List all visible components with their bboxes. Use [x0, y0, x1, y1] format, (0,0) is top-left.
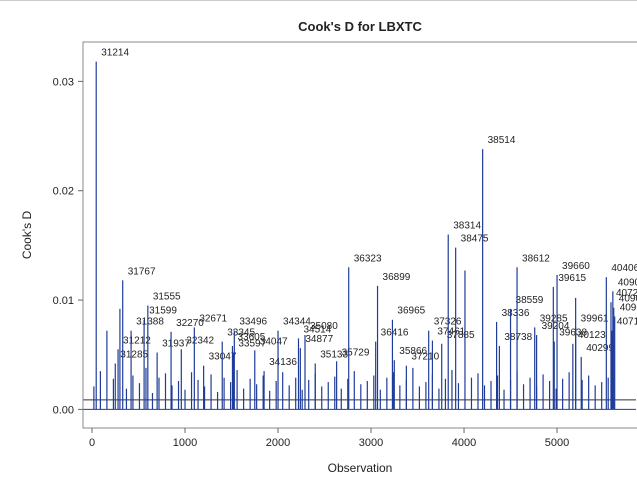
x-tick-label: 5000	[545, 437, 569, 449]
point-label: 31214	[101, 48, 129, 59]
point-label: 35866	[399, 346, 427, 357]
x-tick-label: 1000	[173, 437, 197, 449]
point-label: 40908	[618, 277, 637, 288]
point-label: 36416	[381, 328, 409, 339]
plot-frame	[82, 41, 637, 429]
point-label: 31599	[149, 306, 177, 317]
point-label: 38559	[516, 295, 544, 306]
point-label: 40299	[586, 343, 614, 354]
x-tick-label: 4000	[452, 437, 476, 449]
point-label: 36899	[383, 272, 411, 283]
point-label: 39204	[542, 321, 570, 332]
point-label: 38738	[504, 332, 532, 343]
point-label: 40406	[611, 263, 637, 274]
y-axis-title: Cook's D	[20, 211, 34, 260]
point-label: 40963	[620, 302, 637, 313]
point-label: 34344	[283, 317, 311, 328]
y-tick-label: 0.01	[53, 295, 74, 307]
point-label: 31555	[153, 292, 181, 303]
point-label: 33496	[239, 317, 267, 328]
x-tick-label: 0	[89, 437, 95, 449]
x-tick-label: 3000	[359, 437, 383, 449]
x-tick-label: 2000	[266, 437, 290, 449]
point-label: 31285	[120, 349, 148, 360]
point-label: 34877	[305, 334, 333, 345]
point-label: 35080	[310, 321, 338, 332]
point-label: 36323	[354, 253, 382, 264]
point-label: 37885	[447, 330, 475, 341]
point-label: 39961	[581, 313, 609, 324]
point-label: 38612	[522, 253, 550, 264]
point-label: 33605	[237, 332, 265, 343]
point-label: 32342	[186, 335, 214, 346]
point-label: 31388	[136, 317, 164, 328]
y-tick-label: 0.02	[53, 186, 74, 198]
point-label: 31212	[123, 335, 151, 346]
x-axis-title: Observation	[328, 461, 393, 475]
chart-title: Cook's D for LBXTC	[298, 19, 422, 34]
point-label: 40726	[616, 288, 637, 299]
point-label: 37210	[411, 352, 439, 363]
point-label: 31937	[162, 339, 190, 350]
point-label: 40909	[619, 294, 637, 305]
point-label: 35133	[320, 349, 348, 360]
point-label: 38514	[488, 135, 516, 146]
point-label: 31767	[128, 266, 156, 277]
point-label: 38475	[461, 234, 489, 245]
point-label: 32671	[199, 313, 227, 324]
point-label: 39638	[559, 328, 587, 339]
point-label: 33597	[238, 339, 266, 350]
point-label: 40123	[578, 330, 606, 341]
point-label: 39615	[558, 273, 586, 284]
point-label: 34514	[303, 324, 331, 335]
point-label: 32270	[176, 318, 204, 329]
point-label: 36965	[397, 306, 425, 317]
point-label: 35729	[342, 347, 370, 358]
point-label: 38336	[502, 308, 530, 319]
point-label: 33345	[227, 328, 255, 339]
point-label: 39660	[562, 261, 590, 272]
point-label: 34136	[269, 357, 297, 368]
point-label: 38314	[453, 220, 481, 231]
y-tick-label: 0.03	[53, 76, 74, 88]
point-label: 37461	[437, 327, 465, 338]
y-tick-label: 0.00	[53, 404, 74, 416]
point-label: 34047	[260, 336, 288, 347]
